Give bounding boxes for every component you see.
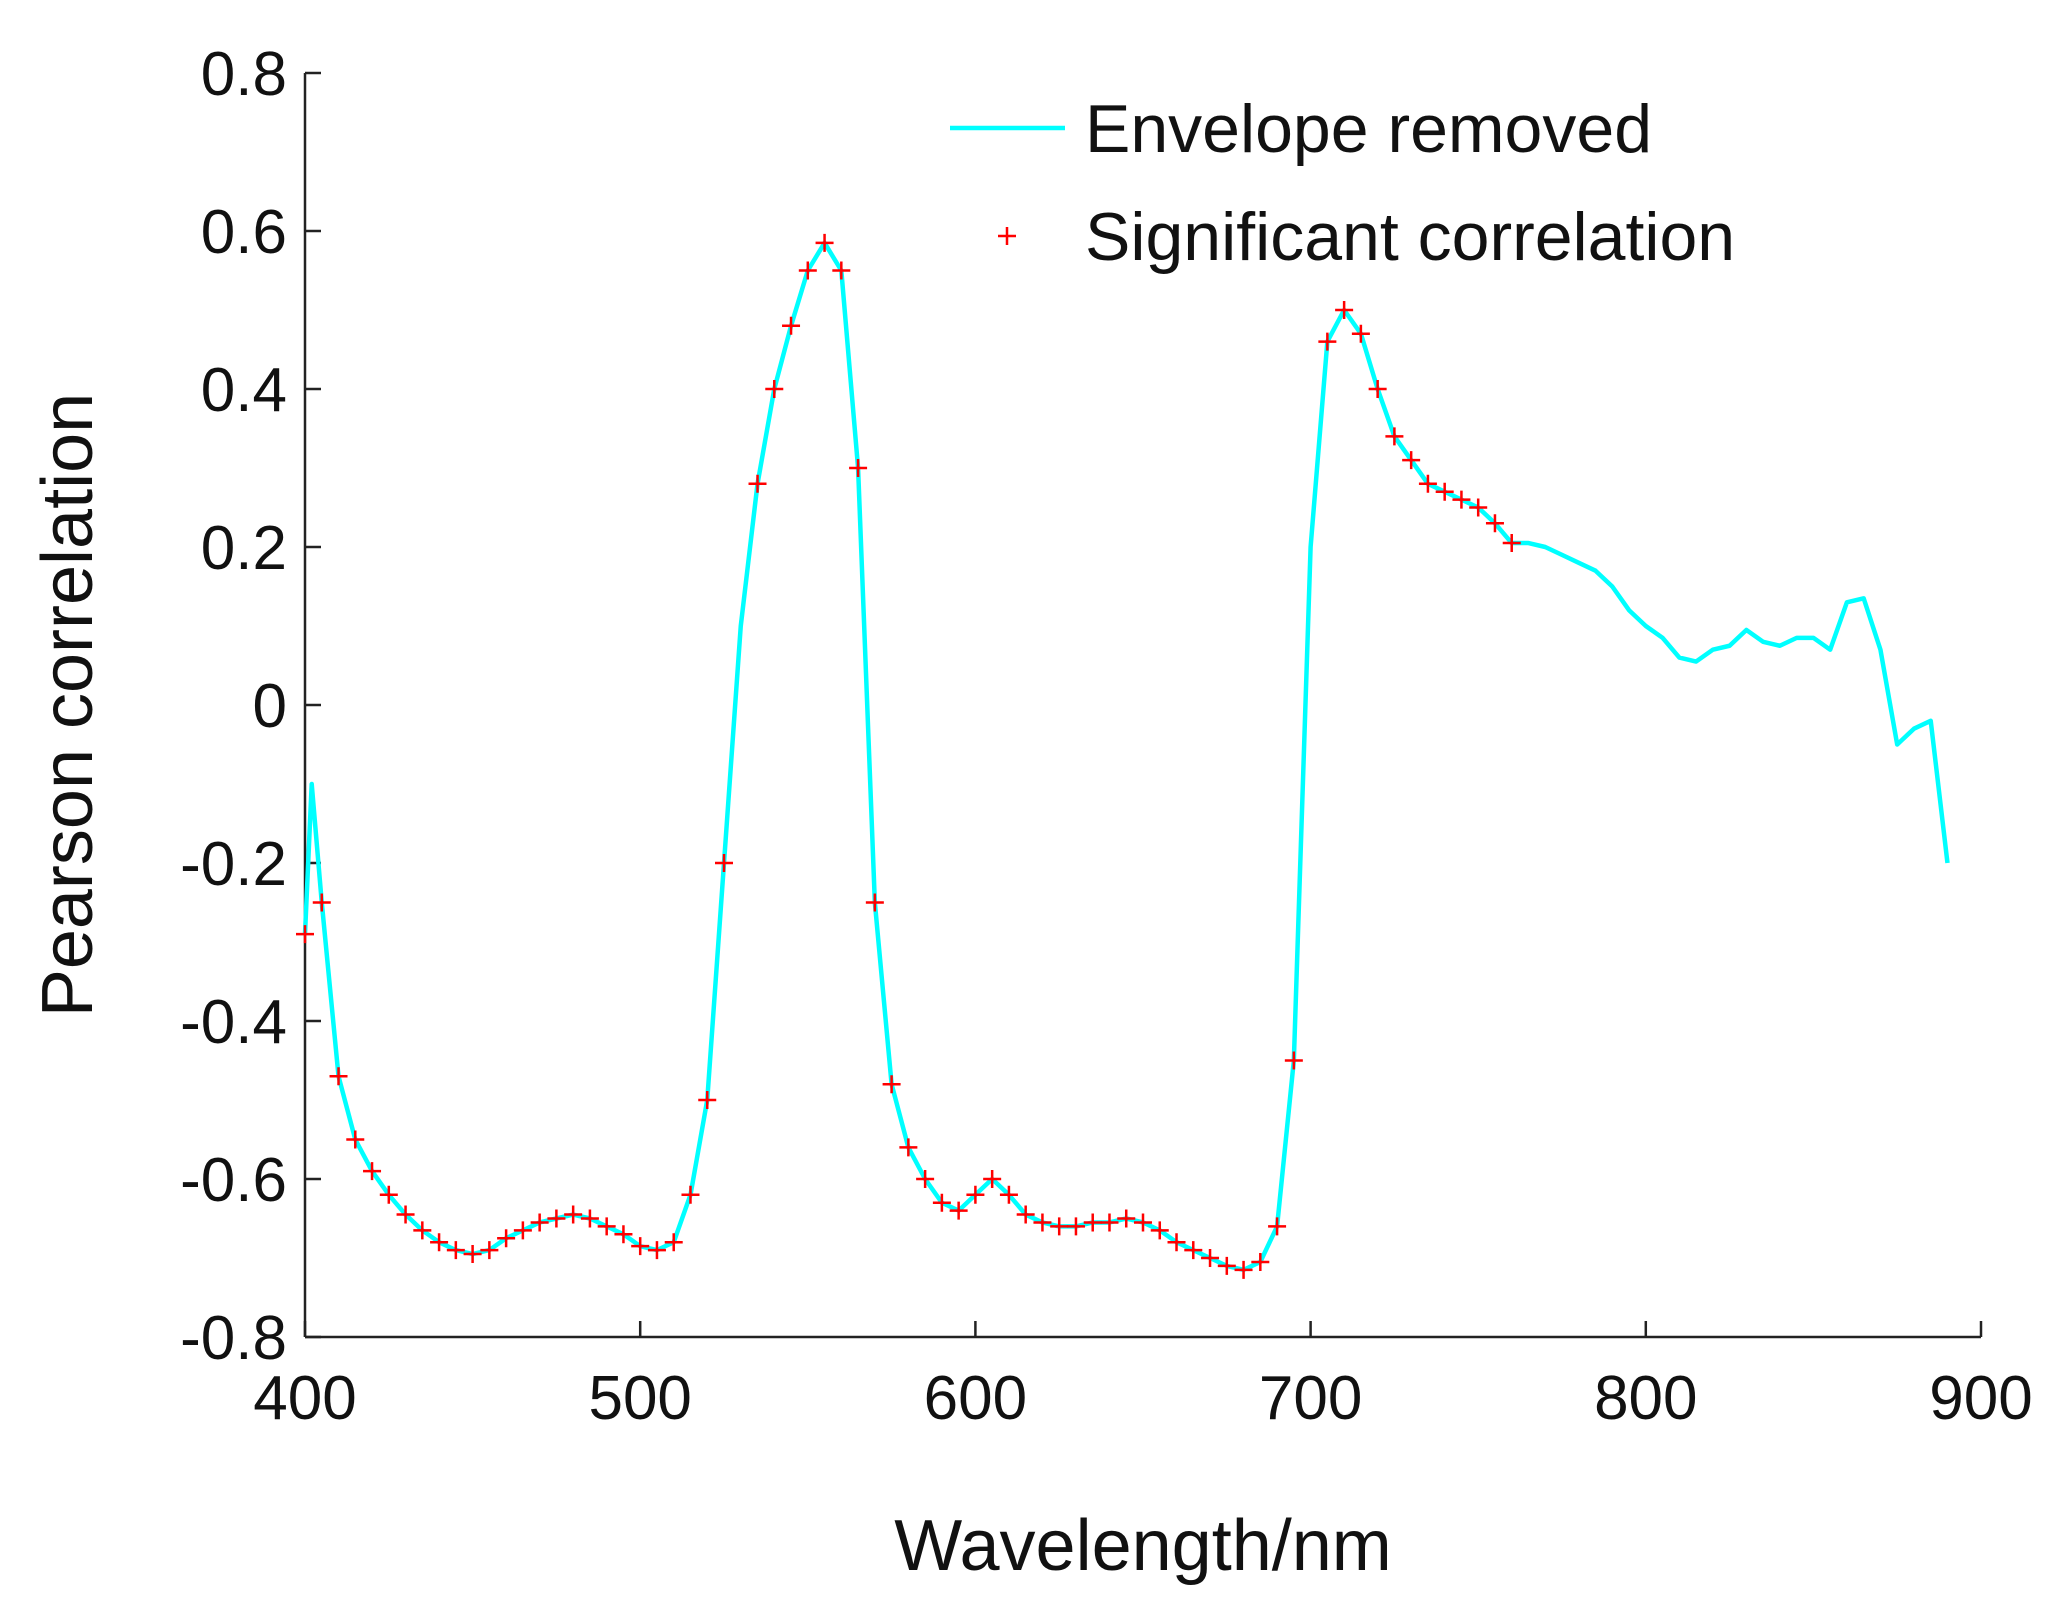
- marker: [999, 1185, 1018, 1204]
- marker: [932, 1193, 951, 1212]
- marker: [748, 474, 767, 493]
- marker: [1351, 324, 1370, 343]
- y-tick-label: -0.2: [180, 830, 287, 899]
- marker: [966, 1185, 985, 1204]
- x-tick-label: 600: [924, 1364, 1027, 1433]
- marker: [1469, 498, 1488, 517]
- marker: [1368, 380, 1387, 398]
- marker: [765, 380, 784, 398]
- marker: [1184, 1241, 1203, 1260]
- marker: [949, 1201, 968, 1220]
- marker: [463, 1245, 482, 1264]
- marker: [329, 1067, 348, 1086]
- marker: [681, 1185, 700, 1204]
- marker: [547, 1209, 566, 1228]
- y-tick-label: 0.4: [201, 356, 287, 425]
- plot-area: [296, 233, 1950, 1279]
- y-tick-label: -0.8: [180, 1304, 287, 1373]
- marker: [480, 1241, 499, 1260]
- marker: [580, 1209, 599, 1228]
- marker: [1284, 1051, 1303, 1070]
- marker: [1150, 1221, 1169, 1240]
- y-axis-label: Pearson correlation: [28, 393, 108, 1017]
- marker: [413, 1221, 432, 1240]
- marker: [1502, 534, 1521, 553]
- marker: [597, 1217, 616, 1236]
- marker: [715, 854, 733, 872]
- x-tick-label: 700: [1259, 1364, 1362, 1433]
- marker: [1134, 1213, 1152, 1232]
- marker: [916, 1170, 935, 1188]
- y-tick-label: 0: [253, 672, 287, 741]
- marker: [1117, 1209, 1136, 1228]
- marker: [865, 893, 884, 912]
- x-tick-label: 400: [253, 1364, 356, 1433]
- marker: [513, 1221, 532, 1240]
- x-axis-label: Wavelength/nm: [894, 1506, 1392, 1586]
- marker: [782, 316, 801, 335]
- marker: [346, 1130, 365, 1149]
- marker: [1016, 1205, 1035, 1224]
- marker: [1050, 1217, 1069, 1236]
- marker: [497, 1229, 516, 1248]
- legend-label: Envelope removed: [1085, 91, 1652, 167]
- marker: [1100, 1213, 1119, 1232]
- legend-swatch: [998, 227, 1016, 245]
- marker: [1335, 301, 1354, 319]
- marker: [1234, 1260, 1253, 1279]
- marker: [1167, 1233, 1186, 1252]
- marker: [983, 1170, 1002, 1188]
- marker: [446, 1241, 465, 1260]
- marker: [832, 261, 851, 280]
- x-tick-label: 900: [1929, 1364, 2032, 1433]
- x-tick-label: 800: [1594, 1364, 1697, 1433]
- marker: [1251, 1252, 1270, 1271]
- marker: [1066, 1217, 1085, 1236]
- y-tick-label: 0.2: [201, 514, 287, 583]
- marker: [1418, 474, 1437, 493]
- marker: [882, 1075, 901, 1094]
- marker: [1435, 482, 1454, 501]
- marker: [899, 1138, 918, 1157]
- marker: [815, 233, 834, 252]
- marker: [1318, 332, 1337, 351]
- marker: [1201, 1249, 1220, 1267]
- marker: [698, 1091, 717, 1109]
- data-line: [302, 240, 1950, 1273]
- marker: [1385, 427, 1404, 446]
- marker: [430, 1233, 449, 1252]
- marker: [312, 893, 331, 912]
- x-tick-label: 500: [588, 1364, 691, 1433]
- marker: [530, 1213, 549, 1232]
- marker: [363, 1162, 382, 1181]
- marker: [296, 925, 314, 944]
- legend-label: Significant correlation: [1085, 199, 1735, 275]
- marker: [564, 1205, 583, 1224]
- marker: [1033, 1213, 1052, 1232]
- marker: [798, 261, 817, 280]
- y-tick-label: -0.6: [180, 1146, 287, 1215]
- marker: [614, 1225, 633, 1244]
- y-tick-label: 0.8: [201, 40, 287, 109]
- marker: [1485, 514, 1504, 533]
- marker: [1268, 1217, 1287, 1236]
- marker: [1083, 1213, 1102, 1232]
- marker: [849, 459, 868, 477]
- marker: [1402, 451, 1421, 470]
- marker: [664, 1233, 683, 1252]
- marker: [379, 1185, 398, 1204]
- marker: [1452, 490, 1471, 509]
- marker: [1217, 1256, 1236, 1275]
- marker: [631, 1237, 650, 1256]
- y-tick-label: 0.6: [201, 198, 287, 267]
- y-tick-label: -0.4: [180, 988, 287, 1057]
- marker: [647, 1241, 666, 1260]
- marker: [396, 1205, 415, 1224]
